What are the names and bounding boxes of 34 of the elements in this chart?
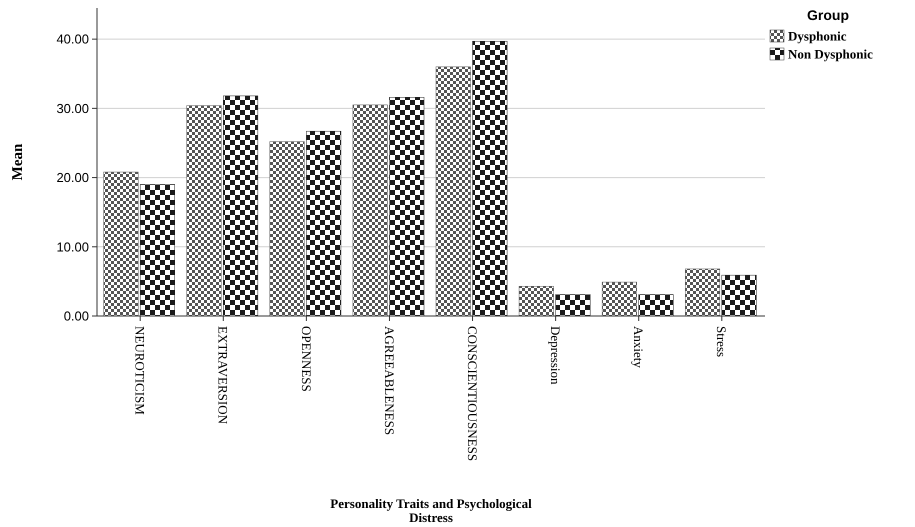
y-tick-label: 30.00 — [56, 100, 89, 116]
bar — [186, 105, 222, 316]
x-tick-label: Anxiety — [631, 326, 646, 368]
y-tick-label: 40.00 — [56, 32, 89, 47]
x-tick-label: CONSCIENTIOUSNESS — [464, 326, 480, 462]
bar — [638, 294, 674, 316]
x-axis-title: Personality Traits and Psychological Distress — [330, 496, 532, 525]
x-tick-label: NEUROTICISM — [132, 326, 148, 416]
x-tick-label: Stress — [714, 326, 730, 358]
bar — [103, 172, 138, 316]
bar — [140, 184, 176, 316]
bar — [472, 40, 508, 316]
y-tick-label: 0.00 — [64, 308, 89, 324]
bar — [352, 104, 388, 316]
bar — [223, 96, 258, 316]
y-tick-label: 20.00 — [56, 170, 89, 186]
x-tick-label: Depression — [548, 326, 564, 385]
bar — [722, 274, 757, 316]
legend-title: Group — [807, 7, 849, 23]
bar — [436, 66, 471, 316]
bar — [555, 294, 590, 316]
bar — [602, 282, 637, 316]
bar — [518, 286, 554, 316]
x-tick-label: EXTRAVERSION — [216, 326, 231, 425]
x-tick-label: OPENNESS — [298, 326, 314, 392]
y-axis-title: Mean — [10, 143, 26, 180]
bar — [270, 141, 305, 316]
legend-label: Non Dysphonic — [788, 46, 874, 62]
x-tick-label: AGREEABLENESS — [382, 326, 397, 436]
bar — [306, 130, 342, 316]
bar — [389, 97, 424, 316]
legend-label: Dysphonic — [788, 28, 847, 44]
y-tick-label: 10.00 — [56, 239, 89, 254]
bar — [684, 268, 720, 316]
